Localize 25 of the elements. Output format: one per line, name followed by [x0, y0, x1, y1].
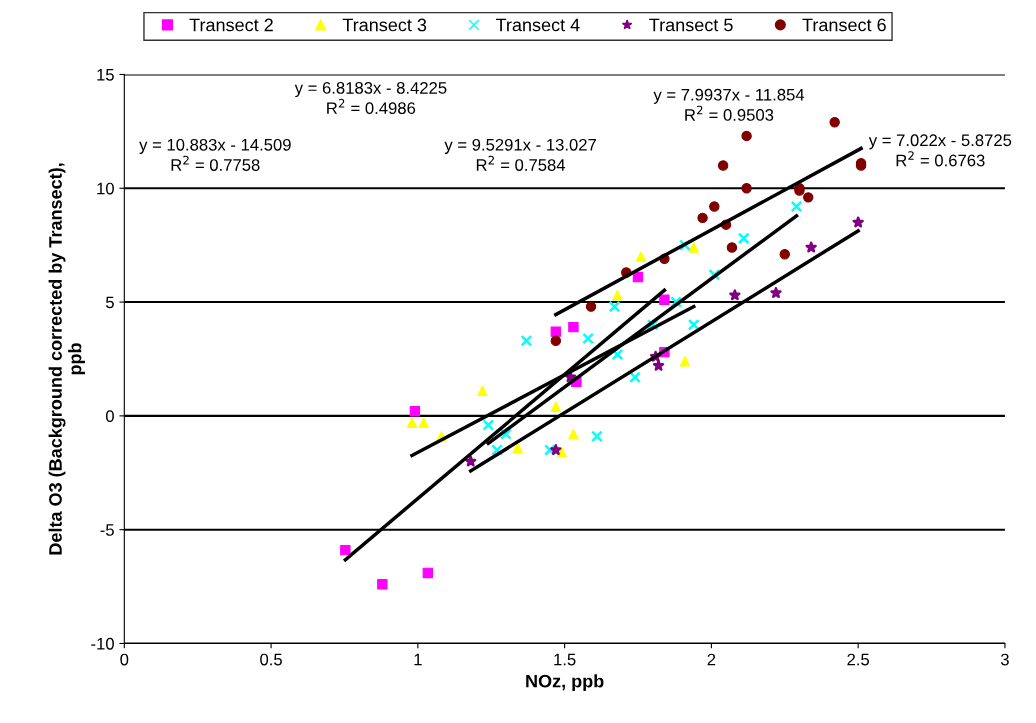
legend-label: Transect 3: [342, 18, 427, 32]
y-tick-label: 10: [97, 182, 114, 195]
x-tick-label: 3: [1000, 653, 1009, 666]
legend-label: Transect 6: [802, 18, 886, 32]
y-tick-label: -5: [100, 524, 114, 536]
legend-label: Transect 2: [189, 18, 273, 32]
annotation: y = 10.883x - 14.509 R$^{2}$ = 0.7758: [139, 138, 291, 171]
x-tick-label: 2: [707, 653, 716, 666]
annotation: y = 7.022x - 5.8725 R$^{2}$ = 0.6763: [868, 134, 1012, 167]
annotation: y = 9.5291x - 13.027 R$^{2}$ = 0.7584: [444, 138, 596, 171]
x-axis-title: NOz, ppb: [526, 674, 604, 692]
x-tick-label: 0.5: [260, 653, 282, 666]
y-tick-label: 0: [105, 410, 114, 423]
annotation: y = 7.9937x - 11.854 R$^{2}$ = 0.9503: [653, 88, 805, 121]
x-tick-label: 2.5: [847, 653, 870, 666]
legend-label: Transect 4: [495, 18, 580, 32]
x-tick-label: 1: [414, 653, 422, 666]
y-tick-label: 5: [106, 296, 114, 309]
x-tick-label: 1.5: [554, 653, 576, 666]
annotation: y = 6.8183x - 8.4225 R$^{2}$ = 0.4986: [294, 81, 447, 115]
y-tick-label: 15: [97, 69, 114, 81]
x-tick-label: 0: [120, 653, 129, 666]
legend-label: Transect 5: [649, 18, 733, 32]
y-axis-title: Delta O3 (Background corrected by Transect), ppb: [48, 163, 85, 555]
y-tick-label: -10: [91, 637, 114, 650]
